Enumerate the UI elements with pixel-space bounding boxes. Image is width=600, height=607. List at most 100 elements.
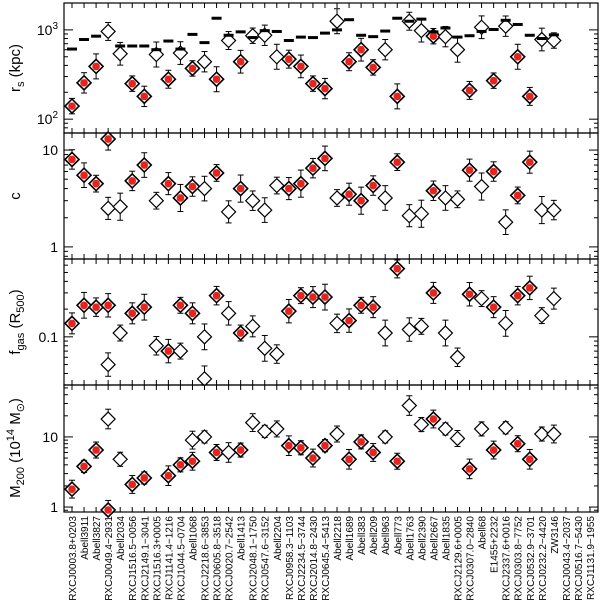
series-open bbox=[100, 8, 562, 73]
data-point-dot bbox=[369, 181, 377, 190]
data-point-dot bbox=[104, 506, 112, 514]
data-point-dot bbox=[345, 190, 353, 199]
data-point-open bbox=[546, 202, 562, 218]
data-point-open bbox=[497, 18, 514, 35]
x-category-label: E1455+2232 bbox=[490, 516, 501, 573]
data-point-dot bbox=[429, 186, 438, 195]
series-r500 bbox=[67, 16, 559, 52]
y-axis-label: M200 (1014 M⊙) bbox=[5, 398, 27, 498]
data-point-dot bbox=[68, 102, 76, 110]
data-point-dot bbox=[236, 446, 245, 454]
data-point-open bbox=[256, 340, 273, 357]
data-point-dot bbox=[80, 462, 88, 471]
data-point-dot bbox=[525, 158, 534, 166]
series-open bbox=[100, 395, 562, 468]
data-point-dot bbox=[236, 184, 245, 193]
data-point-open bbox=[437, 421, 454, 437]
data-point-dot bbox=[321, 84, 329, 93]
y-axis-label: c bbox=[7, 192, 24, 200]
data-point-open bbox=[329, 315, 345, 332]
data-point-dot bbox=[321, 293, 329, 301]
data-point-dot bbox=[285, 184, 293, 193]
data-point-dot bbox=[393, 264, 402, 273]
x-category-label: RXCJ2048.1−1750 bbox=[249, 516, 260, 601]
data-point-dot bbox=[140, 161, 149, 169]
x-category-label: Abell2667 bbox=[429, 516, 440, 561]
data-point-open bbox=[196, 370, 213, 387]
data-point-open bbox=[268, 346, 285, 362]
data-point-dot bbox=[369, 303, 377, 311]
data-point-dot bbox=[489, 167, 498, 176]
data-point-dot bbox=[309, 164, 317, 172]
y-tick-label: 10 bbox=[42, 142, 58, 158]
data-point-dot bbox=[140, 303, 149, 311]
data-point-open bbox=[100, 23, 116, 40]
data-point-open bbox=[329, 13, 345, 30]
x-category-label: RXCJ2149.1−3041 bbox=[140, 516, 151, 601]
data-point-dot bbox=[92, 446, 100, 454]
data-point-open bbox=[497, 419, 514, 436]
data-point-dot bbox=[345, 316, 353, 325]
x-category-label: RXCJ0020.7−2542 bbox=[225, 516, 236, 601]
x-category-label: RXCJ0645.4−5413 bbox=[321, 516, 332, 601]
data-point-open bbox=[377, 190, 394, 206]
data-point-open bbox=[172, 343, 189, 359]
data-point-dot bbox=[188, 182, 197, 191]
data-point-open bbox=[546, 290, 562, 307]
data-point-open bbox=[196, 429, 213, 445]
data-point-dot bbox=[80, 79, 88, 87]
data-point-dot bbox=[525, 455, 534, 464]
series-filled bbox=[63, 409, 538, 519]
data-point-dot bbox=[309, 454, 317, 462]
data-point-dot bbox=[345, 455, 353, 464]
data-point-dot bbox=[369, 448, 377, 457]
data-point-dot bbox=[128, 480, 137, 489]
data-point-dot bbox=[465, 166, 474, 174]
data-point-dot bbox=[489, 446, 498, 454]
x-category-label: Abell3911 bbox=[80, 516, 91, 560]
data-point-open bbox=[220, 32, 237, 49]
data-point-dot bbox=[164, 471, 173, 480]
x-category-label: Abell1068 bbox=[188, 516, 199, 561]
data-point-dot bbox=[92, 62, 100, 71]
data-point-open bbox=[256, 423, 273, 440]
data-point-open bbox=[546, 32, 562, 49]
data-point-dot bbox=[188, 457, 197, 466]
data-point-open bbox=[413, 205, 430, 222]
series-open bbox=[100, 287, 562, 377]
data-point-open bbox=[533, 307, 550, 324]
data-point-open bbox=[112, 451, 129, 468]
data-point-open bbox=[148, 337, 165, 354]
x-category-label: ZW3146 bbox=[550, 516, 561, 554]
data-point-dot bbox=[357, 196, 365, 205]
x-category-label: RXCJ0516.7−5430 bbox=[574, 516, 585, 601]
data-point-open bbox=[220, 444, 237, 461]
data-point-open bbox=[401, 397, 418, 414]
data-point-dot bbox=[212, 448, 221, 457]
data-point-open bbox=[244, 414, 261, 431]
data-point-dot bbox=[297, 291, 305, 300]
data-point-open bbox=[497, 214, 514, 231]
x-category-label: Abell2034 bbox=[116, 516, 127, 561]
x-category-label: Abell383 bbox=[357, 516, 368, 555]
data-point-open bbox=[413, 22, 430, 39]
y-axis-label: rs (kpc) bbox=[7, 44, 27, 92]
data-point-dot bbox=[104, 135, 112, 143]
x-category-label: RXCJ0605.8−3518 bbox=[213, 516, 224, 601]
data-point-dot bbox=[128, 309, 137, 318]
x-category-label: Abell963 bbox=[381, 516, 392, 555]
data-point-dot bbox=[465, 290, 474, 299]
data-point-dot bbox=[92, 179, 100, 188]
data-point-dot bbox=[128, 177, 137, 185]
data-point-dot bbox=[489, 76, 498, 85]
data-point-dot bbox=[309, 79, 317, 88]
data-point-dot bbox=[465, 465, 474, 473]
data-point-open bbox=[401, 207, 418, 224]
y-tick-label: 103 bbox=[37, 21, 59, 38]
data-point-dot bbox=[68, 319, 76, 328]
data-point-dot bbox=[357, 301, 365, 310]
data-point-open bbox=[196, 53, 213, 70]
data-point-dot bbox=[285, 307, 293, 315]
panel-4: 1 10 M200 (1014 M⊙) bbox=[5, 384, 599, 519]
data-point-dot bbox=[236, 329, 245, 337]
